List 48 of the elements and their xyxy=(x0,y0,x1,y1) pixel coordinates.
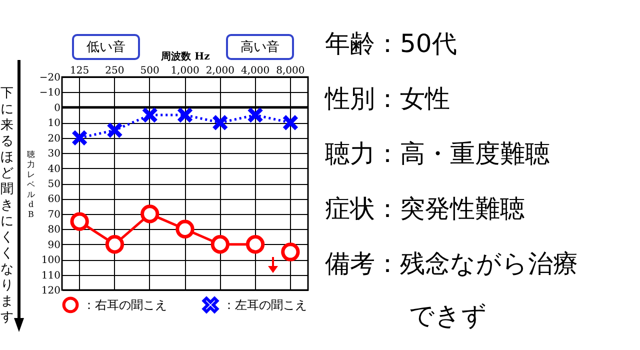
x-tick-label: 2,000 xyxy=(206,66,234,76)
y-tick-label: 120 xyxy=(41,286,60,296)
y-tick-label: −10 xyxy=(39,88,60,99)
y-tick-label: 90 xyxy=(48,240,60,251)
text: 下に来るほど聞きにくくなります xyxy=(0,86,14,325)
y-tick-label: 60 xyxy=(48,194,60,206)
point xyxy=(107,122,122,138)
point xyxy=(248,107,263,123)
text: 聴力：高・重度難聴 xyxy=(325,138,551,170)
text: 高い音 xyxy=(226,34,294,60)
x-tick-label: 8,000 xyxy=(276,66,305,76)
text: 備考：残念ながら治療できず xyxy=(325,248,579,332)
point xyxy=(105,235,124,254)
x-tick-label: 250 xyxy=(105,66,124,76)
point xyxy=(212,115,228,130)
x-axis-title: 周波数 Hz xyxy=(160,50,210,62)
x-tick-label: 125 xyxy=(70,66,90,76)
y-tick-label: 20 xyxy=(48,133,60,144)
text: 性別：女性 xyxy=(325,83,451,115)
y-tick-label: 50 xyxy=(48,179,60,190)
y-tick-label: 0 xyxy=(54,102,60,114)
y-tick-label: 100 xyxy=(41,255,60,266)
y-tick-label: 80 xyxy=(48,224,60,236)
x-tick-label: 500 xyxy=(140,66,160,76)
point xyxy=(282,115,298,130)
y-tick-label: 10 xyxy=(48,118,60,130)
point xyxy=(246,235,265,254)
point xyxy=(70,212,89,231)
y-tick-label: 40 xyxy=(48,164,60,175)
y-tick-label: 70 xyxy=(48,209,60,220)
point xyxy=(281,242,300,262)
point xyxy=(142,107,158,123)
point xyxy=(177,107,193,123)
x-tick-label: 1,000 xyxy=(170,66,200,76)
y-axis-title: 聴力レベル dB xyxy=(26,150,36,220)
text: 年齢：50代 xyxy=(325,28,458,60)
point xyxy=(210,235,230,254)
point xyxy=(176,220,194,238)
y-tick-label: −20 xyxy=(39,72,60,84)
y-tick-label: 30 xyxy=(48,148,60,160)
point xyxy=(72,130,88,146)
x-tick-label: 4,000 xyxy=(240,66,270,76)
text: 低い音 xyxy=(72,34,140,60)
y-tick-label: 110 xyxy=(41,270,60,282)
legend-label: ：左耳の聞こえ xyxy=(223,298,307,312)
legend-label: ：右耳の聞こえ xyxy=(83,298,167,312)
text: 症状：突発性難聴 xyxy=(325,193,526,225)
point xyxy=(140,204,160,224)
